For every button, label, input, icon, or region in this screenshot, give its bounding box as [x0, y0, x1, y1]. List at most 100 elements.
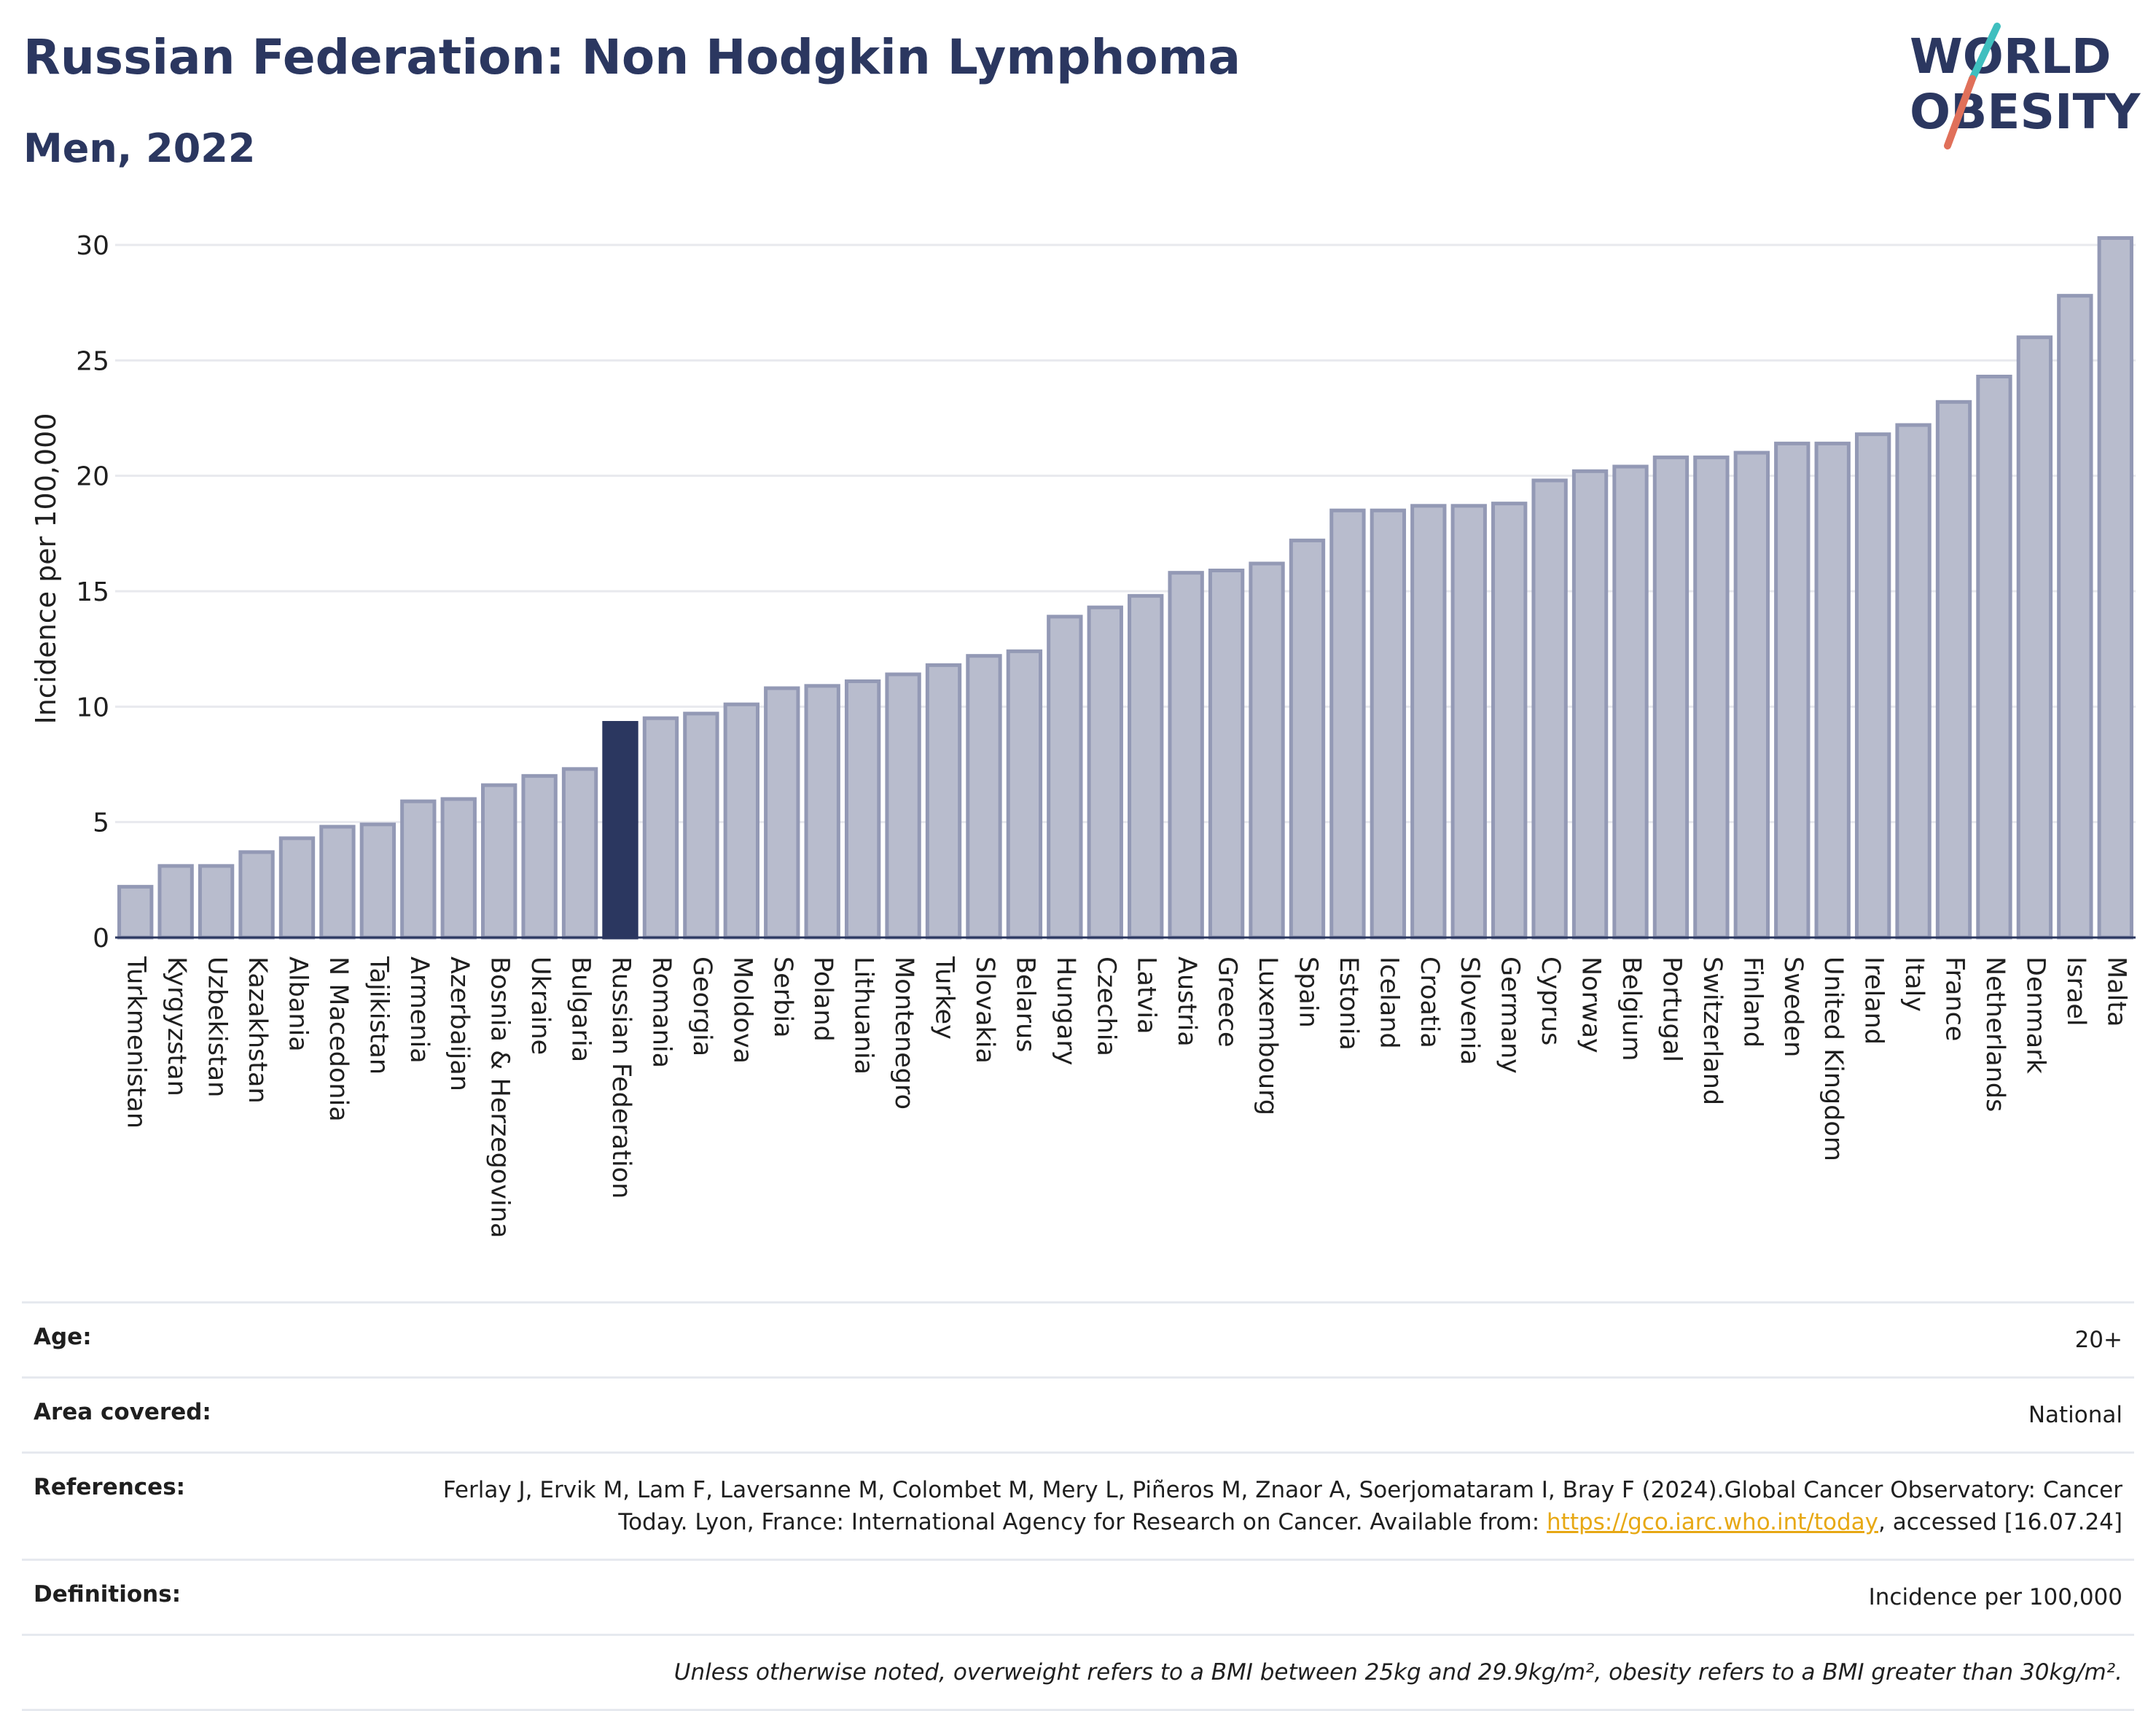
x-tick-label: Romania: [647, 956, 676, 1068]
x-tick-label: Belgium: [1617, 956, 1646, 1061]
x-tick-label: Slovakia: [970, 956, 999, 1064]
bars: [117, 236, 2133, 940]
y-tick-label: 15: [76, 577, 109, 607]
x-tick-label: Portugal: [1657, 956, 1686, 1062]
x-tick-labels: Turkmenistan Kyrgyzstan Uzbekistan Kazakhst…: [122, 956, 2131, 1238]
references-value: Ferlay J, Ervik M, Lam F, Laversanne M, …: [417, 1474, 2122, 1538]
x-tick-label: Germany: [1496, 956, 1525, 1074]
x-tick-label: Turkey: [930, 956, 959, 1040]
chart-title: Russian Federation: Non Hodgkin Lymphoma: [23, 29, 1241, 85]
bar: [1289, 538, 1326, 940]
x-tick-label: Russian Federation: [606, 956, 636, 1199]
bar: [1087, 605, 1123, 940]
x-tick-label: Luxembourg: [1253, 956, 1282, 1115]
references-link[interactable]: https://gco.iarc.who.int/today: [1547, 1509, 1878, 1535]
x-tick-label: Estonia: [1334, 956, 1363, 1051]
definitions-value: Incidence per 100,000: [1868, 1584, 2122, 1610]
meta-row-note: Unless otherwise noted, overweight refer…: [22, 1634, 2134, 1711]
bar: [1814, 441, 1851, 940]
meta-row-age: Age: 20+: [22, 1301, 2134, 1376]
bar: [723, 702, 759, 940]
x-tick-label: Norway: [1577, 956, 1606, 1053]
y-tick-labels: 0 5 10 15 20 25 30: [76, 231, 109, 954]
x-tick-label: Cyprus: [1536, 956, 1565, 1045]
bar: [319, 825, 356, 940]
bar: [2097, 236, 2133, 940]
x-tick-label: Belarus: [1010, 956, 1039, 1053]
bar: [1249, 561, 1285, 940]
x-tick-label: Sweden: [1778, 956, 1808, 1057]
x-tick-label: United Kingdom: [1819, 956, 1848, 1161]
metadata-table: Age: 20+ Area covered: National Referenc…: [22, 1301, 2134, 1711]
x-tick-label: Finland: [1738, 956, 1767, 1048]
x-tick-label: Poland: [808, 956, 837, 1042]
bar: [683, 712, 719, 940]
bar: [1693, 455, 1730, 940]
x-tick-label: Kazakhstan: [243, 956, 272, 1104]
meta-row-references: References: Ferlay J, Ervik M, Lam F, La…: [22, 1451, 2134, 1559]
area-value: National: [2028, 1402, 2122, 1428]
x-tick-label: Montenegro: [889, 956, 918, 1110]
y-axis-title: Incidence per 100,000: [30, 413, 62, 724]
x-tick-label: Bulgaria: [566, 956, 595, 1062]
y-tick-label: 5: [93, 808, 109, 838]
x-tick-label: Armenia: [405, 956, 434, 1064]
bar: [1531, 478, 1568, 940]
age-label: Age:: [34, 1324, 92, 1350]
bar: [1571, 469, 1609, 940]
x-tick-label: Hungary: [1051, 956, 1080, 1065]
bar: [804, 684, 840, 940]
bar: [844, 679, 881, 940]
x-tick-label: Slovenia: [1455, 956, 1484, 1065]
x-tick-label: Ukraine: [526, 956, 555, 1055]
x-tick-label: Czechia: [1091, 956, 1120, 1056]
x-tick-label: Malta: [2101, 956, 2130, 1027]
x-tick-label: Croatia: [1415, 956, 1444, 1048]
x-tick-label: Lithuania: [849, 956, 878, 1075]
bar: [1006, 649, 1043, 940]
x-tick-label: Austria: [1172, 956, 1201, 1047]
x-tick-label: Latvia: [1132, 956, 1161, 1034]
x-tick-label: Greece: [1213, 956, 1242, 1048]
bar: [198, 864, 235, 940]
bar: [1370, 508, 1407, 940]
x-tick-label: Uzbekistan: [203, 956, 232, 1097]
world-obesity-logo: WORLD OBESITY: [1910, 23, 2141, 149]
bar: [1410, 504, 1447, 940]
bar: [2057, 294, 2093, 940]
bar: [1208, 569, 1245, 940]
bar: [1047, 615, 1083, 940]
bar: [238, 850, 275, 940]
y-tick-label: 10: [76, 693, 109, 722]
meta-row-area: Area covered: National: [22, 1376, 2134, 1451]
bar: [481, 783, 517, 940]
bar: [1733, 451, 1770, 940]
logo-text-world: WORLD: [1910, 28, 2112, 85]
bar: [642, 716, 679, 940]
bar: [1168, 571, 1204, 940]
bar: [885, 672, 921, 940]
y-tick-label: 25: [76, 346, 109, 376]
x-tick-label: Bosnia & Herzegovina: [485, 956, 515, 1238]
bar: [925, 663, 962, 940]
x-tick-label: Turkmenistan: [122, 956, 151, 1129]
y-tick-label: 20: [76, 462, 109, 492]
bar: [966, 654, 1002, 940]
bar: [1976, 375, 2012, 940]
x-tick-label: Kyrgyzstan: [162, 956, 191, 1096]
bar: [1128, 593, 1164, 940]
x-tick-label: Georgia: [687, 956, 716, 1056]
bar: [157, 864, 194, 940]
meta-row-definitions: Definitions: Incidence per 100,000: [22, 1559, 2134, 1634]
bar: [521, 773, 558, 940]
bar: [2016, 335, 2053, 940]
y-tick-label: 0: [93, 924, 109, 954]
x-tick-label: France: [1940, 956, 1969, 1041]
x-tick-label: Switzerland: [1698, 956, 1727, 1105]
x-tick-label: Iceland: [1374, 956, 1403, 1049]
x-tick-label: Tajikistan: [364, 956, 393, 1075]
bar: [440, 797, 477, 940]
x-tick-label: Azerbaijan: [445, 956, 474, 1091]
bmi-note: Unless otherwise noted, overweight refer…: [673, 1659, 2122, 1685]
x-tick-label: Ireland: [1859, 956, 1889, 1045]
